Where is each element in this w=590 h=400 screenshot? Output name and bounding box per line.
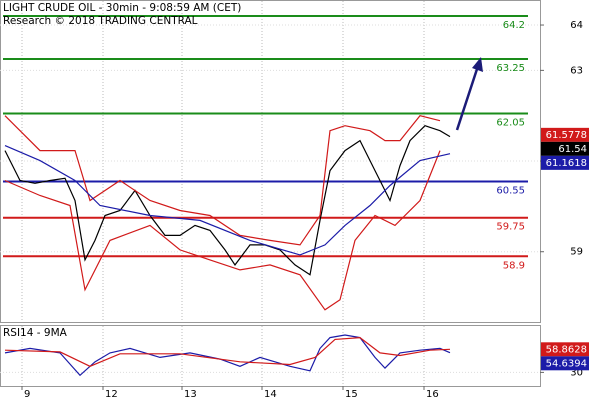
forecast-arrow <box>455 65 480 131</box>
level-label: 60.55 <box>496 185 525 196</box>
level-label: 59.75 <box>496 222 525 233</box>
level-label: 64.2 <box>503 20 525 31</box>
rsi-title: RSI14 - 9MA <box>3 327 68 339</box>
y-tick-label: 63 <box>570 65 583 76</box>
x-tick-label: 13 <box>184 389 197 400</box>
rsi-panel <box>0 325 541 387</box>
x-tick-label: 12 <box>105 389 118 400</box>
series-line <box>4 336 451 367</box>
value-marker-label: 61.54 <box>558 144 587 155</box>
series-line <box>4 145 451 256</box>
chart-title: LIGHT CRUDE OIL - 30min - 9:08:59 AM (CE… <box>3 2 241 14</box>
value-marker <box>541 342 589 357</box>
series-line <box>4 150 441 311</box>
value-marker <box>541 155 589 170</box>
value-marker-label: 61.1618 <box>546 158 587 169</box>
value-marker <box>541 356 589 371</box>
series-line <box>4 115 441 246</box>
value-marker-label: 58.8628 <box>546 344 587 355</box>
x-tick-label: 9 <box>24 389 30 400</box>
y-tick-label: 59 <box>570 247 583 258</box>
value-marker <box>541 141 589 156</box>
value-marker-label: 61.5778 <box>546 130 587 141</box>
series-line <box>4 334 451 377</box>
y-tick-label: 30 <box>570 367 583 378</box>
chart-subtitle: Research © 2018 TRADING CENTRAL <box>3 15 198 27</box>
x-tick-label: 14 <box>264 389 277 400</box>
y-tick-label: 64 <box>570 20 583 31</box>
series-line <box>4 125 451 276</box>
value-marker-label: 54.6394 <box>546 358 587 369</box>
x-tick-label: 16 <box>426 389 439 400</box>
x-tick-label: 15 <box>345 389 358 400</box>
level-label: 58.9 <box>503 260 525 271</box>
arrow-head <box>472 57 483 72</box>
level-label: 62.05 <box>496 117 525 128</box>
level-label: 63.25 <box>496 63 525 74</box>
value-marker <box>541 127 589 142</box>
